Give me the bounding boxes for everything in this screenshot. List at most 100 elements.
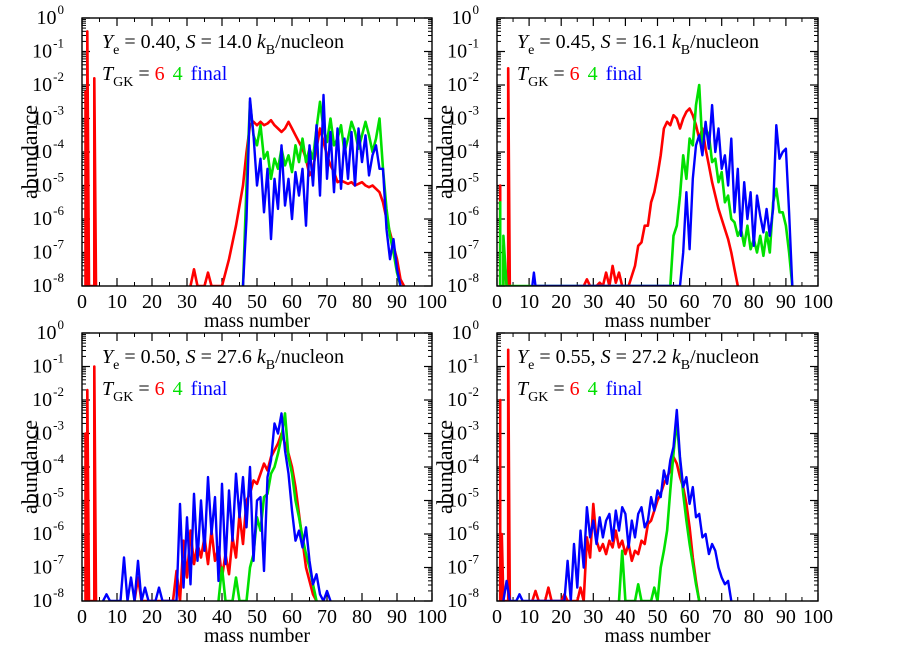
y-tick-label: 10-6 xyxy=(32,203,64,230)
y-tick-exponent: -1 xyxy=(468,36,479,51)
x-tick-label: 80 xyxy=(744,606,764,628)
series-line-final xyxy=(241,93,402,286)
y-tick-label: 10-2 xyxy=(32,384,64,411)
y-tick-exponent: -8 xyxy=(53,270,64,285)
y-tick-exponent: 0 xyxy=(58,2,65,17)
major-ticks xyxy=(496,332,819,602)
legend-part: = xyxy=(133,378,154,400)
y-tick-label: 10-1 xyxy=(32,351,64,378)
x-tick-label: 50 xyxy=(648,606,668,628)
y-tick-exponent: -5 xyxy=(468,485,479,500)
y-axis-label: abundance xyxy=(432,420,457,514)
y-tick-exponent: -1 xyxy=(53,36,64,51)
y-axis-label: abundance xyxy=(432,105,457,199)
x-tick-label: 60 xyxy=(680,606,700,628)
annotation-part: = 27.6 xyxy=(196,346,257,368)
y-tick-exponent: -5 xyxy=(53,485,64,500)
x-tick-label: 90 xyxy=(387,606,407,628)
legend-entry: 6 xyxy=(155,63,165,85)
legend-part: = xyxy=(133,63,154,85)
y-tick-label: 10-2 xyxy=(447,69,479,96)
x-tick-label: 90 xyxy=(776,606,796,628)
y-tick-exponent: -2 xyxy=(53,384,64,399)
x-tick-label: 100 xyxy=(417,291,447,313)
x-tick-label: 40 xyxy=(615,606,635,628)
plot-frame xyxy=(81,17,433,287)
annotation-part: /nucleon xyxy=(690,31,759,53)
annotation-part: k xyxy=(257,31,267,53)
y-tick-exponent: -7 xyxy=(468,552,479,567)
annotation-part: B xyxy=(266,358,275,373)
series-line-T6 xyxy=(582,107,740,286)
legend-part: T xyxy=(102,63,115,85)
x-tick-label: 100 xyxy=(803,291,833,313)
annotation-part: B xyxy=(681,358,690,373)
x-axis-label: mass number xyxy=(204,310,310,332)
annotation-part: e xyxy=(528,43,534,58)
y-tick-exponent: -2 xyxy=(53,69,64,84)
y-tick-exponent: -4 xyxy=(53,136,64,151)
y-tick-label: 10-7 xyxy=(447,237,479,264)
y-axis-label: abundance xyxy=(17,105,42,199)
minor-ticks xyxy=(82,18,432,286)
y-axis-label: abundance xyxy=(17,420,42,514)
x-axis-label: mass number xyxy=(204,625,310,647)
y-tick-label: 10-1 xyxy=(32,36,64,63)
legend-part: GK xyxy=(113,390,133,405)
annotation-part: S xyxy=(601,31,611,53)
annotation-part: e xyxy=(113,43,119,58)
x-tick-label: 10 xyxy=(107,606,127,628)
x-tick-label: 0 xyxy=(492,291,502,313)
legend-entry: 4 xyxy=(588,378,598,400)
y-tick-exponent: -7 xyxy=(53,552,64,567)
series-group xyxy=(498,67,794,286)
y-tick-label: 10-1 xyxy=(447,36,479,63)
x-tick-label: 30 xyxy=(177,291,197,313)
legend-entry: 6 xyxy=(570,378,580,400)
y-tick-label: 100 xyxy=(37,2,65,29)
x-axis-label: mass number xyxy=(604,310,710,332)
series-group xyxy=(84,30,406,286)
y-tick-exponent: -6 xyxy=(53,518,64,533)
y-tick-exponent: -5 xyxy=(53,170,64,185)
annotation-part: = 27.2 xyxy=(611,346,672,368)
legend-part: = xyxy=(548,63,569,85)
x-tick-label: 50 xyxy=(247,606,267,628)
annotation-part: = 0.55, xyxy=(534,346,600,368)
legend-entry: 6 xyxy=(570,63,580,85)
legend-part: T xyxy=(517,63,530,85)
y-tick-exponent: -7 xyxy=(53,237,64,252)
x-tick-label: 60 xyxy=(282,606,302,628)
panel-annotation: Ye = 0.50, S = 27.6 kB/nucleon xyxy=(102,346,344,373)
y-tick-label: 10-7 xyxy=(32,552,64,579)
annotation-part: B xyxy=(681,43,690,58)
x-tick-label: 100 xyxy=(803,606,833,628)
y-tick-label: 100 xyxy=(452,2,480,29)
y-tick-label: 100 xyxy=(452,317,480,344)
x-tick-label: 100 xyxy=(417,606,447,628)
panel-legend: TGK = 6 4 final xyxy=(517,63,643,90)
y-tick-exponent: -3 xyxy=(468,103,479,118)
x-tick-label: 20 xyxy=(142,291,162,313)
legend-entry: 4 xyxy=(588,63,598,85)
legend-entry: final xyxy=(191,378,228,400)
legend-part: GK xyxy=(528,390,548,405)
y-tick-label: 10-8 xyxy=(32,585,64,612)
x-tick-label: 70 xyxy=(712,291,732,313)
y-tick-exponent: -6 xyxy=(468,203,479,218)
series-line-T4 xyxy=(617,418,701,601)
y-tick-exponent: -4 xyxy=(53,451,64,466)
series-group xyxy=(84,365,332,601)
y-tick-exponent: 0 xyxy=(473,2,480,17)
y-tick-label: 10-8 xyxy=(32,270,64,297)
y-tick-exponent: -3 xyxy=(53,418,64,433)
x-tick-label: 70 xyxy=(712,606,732,628)
annotation-part: /nucleon xyxy=(690,346,759,368)
x-tick-label: 50 xyxy=(247,291,267,313)
legend-part: = xyxy=(548,378,569,400)
panel-annotation: Ye = 0.45, S = 16.1 kB/nucleon xyxy=(517,31,759,58)
x-tick-label: 90 xyxy=(776,291,796,313)
